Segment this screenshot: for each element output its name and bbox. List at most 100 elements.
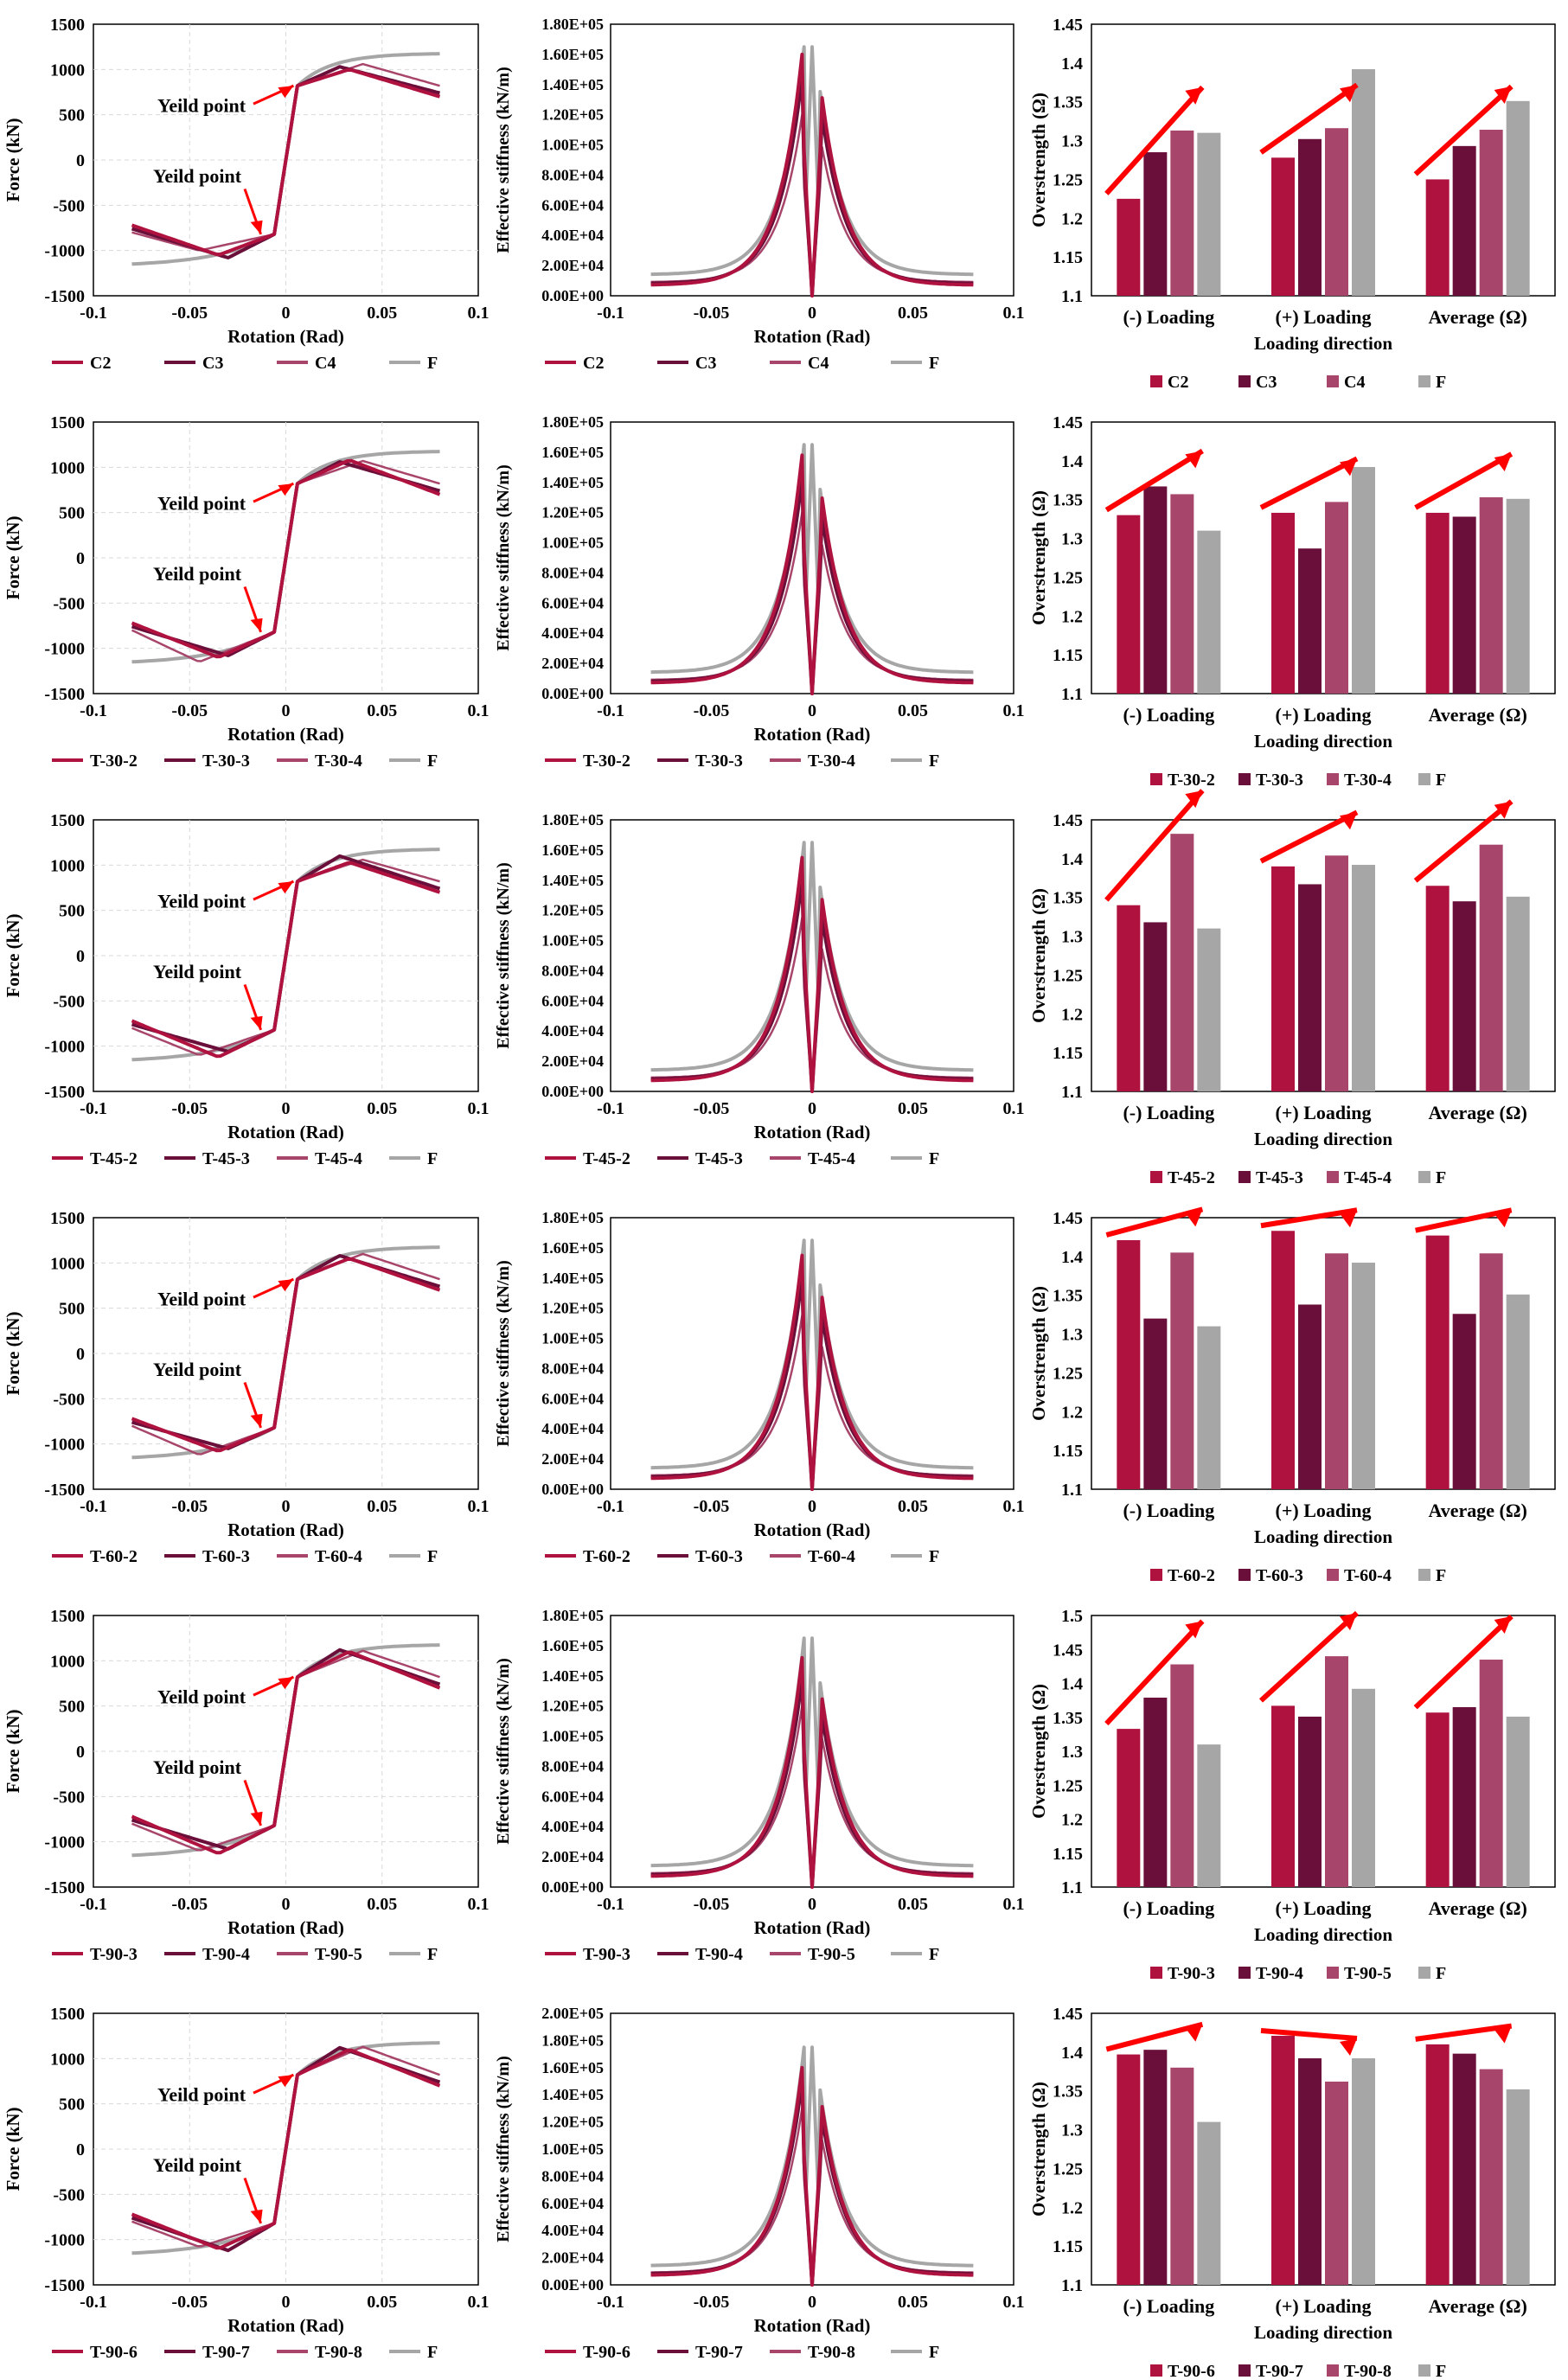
y-tick-label: -1000 [44, 242, 85, 261]
y-axis-label: Effective stiffness (kN/m) [494, 67, 513, 253]
arrow-head [1185, 790, 1203, 809]
legend-swatch [1418, 1171, 1430, 1183]
stiffness-legend: T-45-2 T-45-3 T-45-4 F [545, 1149, 939, 1168]
y-tick-label: 1.2 [1061, 1005, 1083, 1024]
y-tick-label: 0 [76, 947, 85, 966]
legend-label: T-60-2 [1168, 1566, 1215, 1585]
y-tick-label: 1000 [50, 2050, 85, 2069]
category-label: (-) Loading [1123, 2295, 1214, 2317]
x-tick-label: 0 [282, 1895, 291, 1914]
legend-label: C3 [202, 354, 223, 373]
arrow-head [1340, 458, 1357, 477]
x-tick-label: 0.1 [1003, 2293, 1025, 2312]
legend-swatch [1238, 773, 1251, 785]
bar-T-45-4 [1170, 834, 1194, 1091]
bar-T-60-4 [1325, 1253, 1348, 1489]
y-tick-label: 1.3 [1061, 1326, 1083, 1345]
arrow-head [250, 1015, 263, 1030]
force-rotation-chart: 1500 1000 500 0 -500 -1000 -1500-0.1 -0.05 0 0.05… [3, 2005, 490, 2362]
force-series-T-30-2 [131, 458, 441, 659]
arrow-head [1340, 812, 1357, 830]
bar-T-30-4 [1170, 494, 1194, 694]
trend-arrow [1104, 1619, 1205, 1726]
y-axis-label: Force (kN) [3, 516, 23, 600]
overstrength-chart: 1.45 1.4 1.35 1.3 1.25 1.2 1.15 1.1 Overstrength… [1028, 1206, 1556, 1585]
yield-point-label-upper: Yeild point [157, 1686, 246, 1708]
legend-label: F [427, 1547, 438, 1566]
category-label: (+) Loading [1276, 1102, 1372, 1123]
force-legend: T-30-2 T-30-3 T-30-4 F [52, 752, 438, 771]
arrow-head [250, 220, 263, 234]
y-tick-label: 1.80E+05 [541, 16, 604, 33]
bar-T-90-6 [1117, 2054, 1141, 2285]
y-tick-label: 1.60E+05 [541, 444, 604, 461]
x-tick-label: -0.1 [80, 304, 107, 323]
x-tick-label: 0 [808, 1497, 816, 1516]
bar-C3 [1298, 138, 1322, 296]
stiffness-legend: T-90-3 T-90-4 T-90-5 F [545, 1945, 939, 1964]
x-tick-label: -0.1 [597, 1497, 624, 1516]
y-tick-label: 1.35 [1053, 491, 1083, 510]
arrow-head [250, 1811, 263, 1826]
bar-T-90-8 [1479, 2069, 1503, 2285]
arrow-head [1494, 2025, 1512, 2044]
legend-swatch [1418, 1569, 1430, 1581]
y-tick-label: 1000 [50, 1652, 85, 1671]
overstrength-legend: C2 C3 C4 F [1150, 373, 1446, 392]
y-axis-label: Overstrength (Ω) [1028, 1286, 1049, 1421]
legend-label: F [1436, 2362, 1446, 2380]
y-tick-label: 1.25 [1053, 1776, 1083, 1795]
x-tick-label: 0.1 [1003, 1497, 1025, 1516]
bar-F [1506, 100, 1530, 297]
trend-arrow [1260, 2028, 1358, 2041]
x-tick-label: -0.05 [171, 1497, 208, 1516]
y-tick-label: 1.40E+05 [541, 1270, 604, 1287]
legend-swatch [1327, 2364, 1339, 2377]
y-tick-label: 1500 [50, 1209, 85, 1228]
legend-swatch [1150, 2364, 1162, 2377]
stiffness-series-T-30-2 [650, 453, 974, 695]
y-axis-label: Overstrength (Ω) [1028, 1684, 1049, 1819]
arrow-head [1494, 801, 1512, 819]
y-tick-label: 1.40E+05 [541, 474, 604, 491]
bar-F [1352, 1263, 1375, 1489]
y-axis-label: Overstrength (Ω) [1028, 93, 1049, 227]
x-axis-label: Rotation (Rad) [754, 2315, 871, 2336]
y-tick-label: -500 [53, 2185, 85, 2204]
stiffness-series-F [650, 443, 974, 675]
y-tick-label: 1.3 [1061, 928, 1083, 947]
y-tick-label: 1.3 [1061, 132, 1083, 151]
y-tick-label: 2.00E+04 [541, 2249, 604, 2267]
y-tick-label: 1500 [50, 811, 85, 830]
y-tick-label: 4.00E+04 [541, 2222, 604, 2239]
bar-C3 [1143, 152, 1168, 296]
y-tick-label: 1.60E+05 [541, 1637, 604, 1654]
y-tick-label: 1500 [50, 2005, 85, 2024]
legend-swatch [1327, 375, 1339, 387]
x-axis-label: Loading direction [1254, 333, 1392, 354]
overstrength-legend: T-90-6 T-90-7 T-90-8 F [1150, 2362, 1446, 2380]
x-tick-label: 0.05 [898, 1497, 928, 1516]
x-axis-label: Rotation (Rad) [227, 326, 344, 347]
x-tick-label: -0.05 [694, 304, 730, 323]
force-rotation-chart: 1500 1000 500 0 -500 -1000 -1500-0.1 -0.05 0 0.05… [3, 413, 490, 771]
legend-swatch [1238, 2364, 1251, 2377]
y-tick-label: 1.20E+05 [541, 902, 604, 919]
bar-T-30-2 [1425, 512, 1450, 694]
bar-F [1197, 132, 1221, 296]
force-rotation-chart: 1500 1000 500 0 -500 -1000 -1500-0.1 -0.05 0 0.05… [3, 16, 490, 373]
y-tick-label: 1.2 [1061, 1811, 1083, 1830]
bar-T-90-8 [1170, 2067, 1194, 2285]
y-tick-label: 6.00E+04 [541, 2195, 604, 2212]
trend-arrow [1104, 85, 1205, 195]
y-tick-label: 1.15 [1053, 1845, 1083, 1864]
bar-T-30-2 [1271, 512, 1295, 694]
y-tick-label: -500 [53, 594, 85, 613]
legend-label: T-30-4 [315, 752, 362, 771]
bar-T-90-3 [1271, 1705, 1295, 1887]
y-tick-label: 2.00E+04 [541, 1848, 604, 1865]
legend-label: C3 [1256, 373, 1277, 392]
y-tick-label: 1.4 [1061, 452, 1083, 471]
y-tick-label: 0.00E+00 [541, 2276, 604, 2294]
stiffness-chart: 1.80E+05 1.60E+05 1.40E+05 1.20E+05 1.00E+05… [494, 16, 1025, 373]
